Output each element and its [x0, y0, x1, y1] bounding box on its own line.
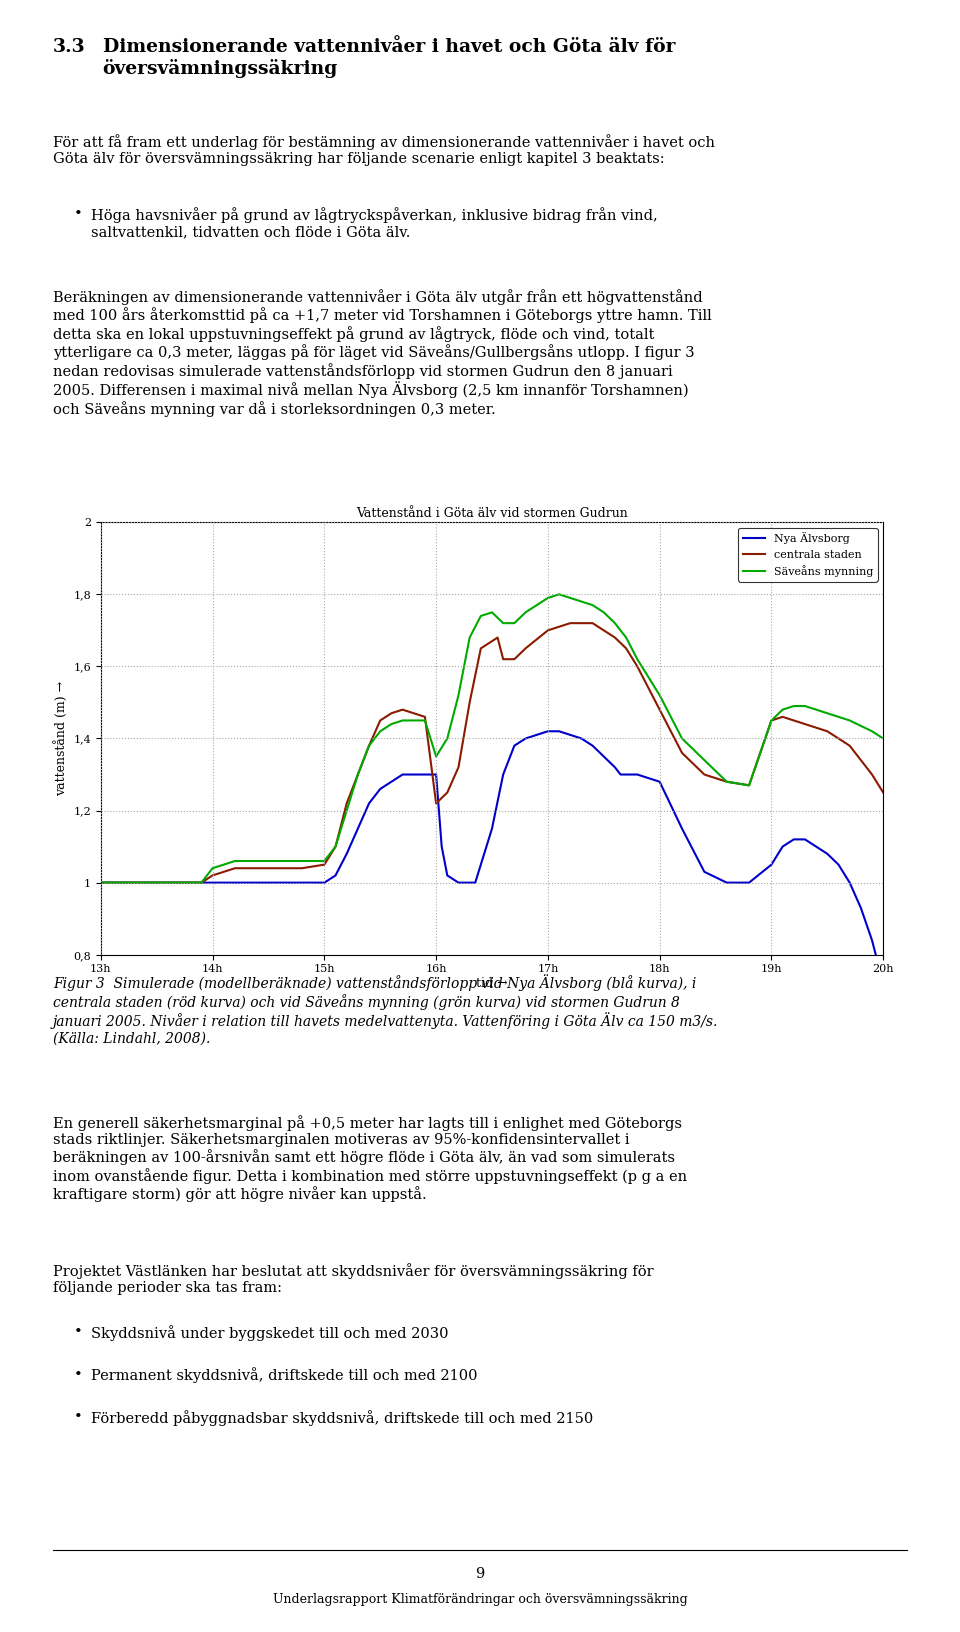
Säveåns mynning	[632, 650, 643, 669]
centrala staden	[553, 617, 564, 636]
Text: Permanent skyddsnivå, driftskede till och med 2100: Permanent skyddsnivå, driftskede till oc…	[91, 1368, 478, 1384]
centrala staden	[564, 614, 576, 633]
centrala staden	[475, 638, 487, 658]
Line: centrala staden: centrala staden	[101, 623, 883, 883]
Nya Älvsborg	[173, 873, 184, 893]
centrala staden	[822, 721, 833, 741]
centrala staden	[587, 614, 598, 633]
Title: Vattenstånd i Göta älv vid stormen Gudrun: Vattenstånd i Göta älv vid stormen Gudru…	[356, 506, 628, 519]
Säveåns mynning	[330, 837, 342, 857]
Text: •: •	[74, 1368, 83, 1382]
Text: •: •	[74, 1325, 83, 1340]
X-axis label: tid →: tid →	[476, 978, 508, 991]
Nya Älvsborg	[341, 844, 352, 863]
centrala staden	[196, 873, 207, 893]
Text: 3.3: 3.3	[53, 38, 85, 55]
Säveåns mynning	[553, 584, 564, 604]
Text: Förberedd påbyggnadsbar skyddsnivå, driftskede till och med 2150: Förberedd påbyggnadsbar skyddsnivå, drif…	[91, 1410, 593, 1426]
Y-axis label: vattenstånd (m) →: vattenstånd (m) →	[54, 681, 68, 796]
Nya Älvsborg	[542, 721, 554, 741]
Text: Skyddsnivå under byggskedet till och med 2030: Skyddsnivå under byggskedet till och med…	[91, 1325, 448, 1342]
centrala staden	[95, 873, 107, 893]
Nya Älvsborg	[107, 873, 118, 893]
Säveåns mynning	[374, 721, 386, 741]
Text: Projektet Västlänken har beslutat att skyddsnivåer för översvämningssäkring för
: Projektet Västlänken har beslutat att sk…	[53, 1263, 654, 1296]
Text: •: •	[74, 1410, 83, 1425]
Line: Säveåns mynning: Säveåns mynning	[101, 594, 883, 883]
Säveåns mynning	[95, 873, 107, 893]
Text: Höga havsnivåer på grund av lågtryckspåverkan, inklusive bidrag från vind,
saltv: Höga havsnivåer på grund av lågtryckspåv…	[91, 207, 658, 240]
Säveåns mynning	[866, 721, 877, 741]
Line: Nya Älvsborg: Nya Älvsborg	[101, 731, 883, 984]
Text: För att få fram ett underlag för bestämning av dimensionerande vattennivåer i ha: För att få fram ett underlag för bestämn…	[53, 134, 715, 166]
Text: Figur 3  Simulerade (modellberäknade) vattenståndsförlopp vid Nya Älvsborg (blå : Figur 3 Simulerade (modellberäknade) vat…	[53, 974, 718, 1046]
Legend: Nya Älvsborg, centrala staden, Säveåns mynning: Nya Älvsborg, centrala staden, Säveåns m…	[738, 527, 877, 581]
Text: Underlagsrapport Klimatförändringar och översvämningssäkring: Underlagsrapport Klimatförändringar och …	[273, 1593, 687, 1606]
Text: Beräkningen av dimensionerande vattennivåer i Göta älv utgår från ett högvattens: Beräkningen av dimensionerande vattenniv…	[53, 289, 711, 416]
centrala staden	[877, 783, 889, 803]
Text: En generell säkerhetsmarginal på +0,5 meter har lagts till i enlighet med Götebo: En generell säkerhetsmarginal på +0,5 me…	[53, 1115, 687, 1203]
Säveåns mynning	[386, 715, 397, 734]
Text: 9: 9	[475, 1567, 485, 1581]
Nya Älvsborg	[877, 974, 889, 994]
Text: •: •	[74, 207, 83, 222]
Säveåns mynning	[877, 728, 889, 747]
Text: Dimensionerande vattennivåer i havet och Göta älv för
översvämningssäkring: Dimensionerande vattennivåer i havet och…	[103, 38, 675, 78]
Nya Älvsborg	[509, 736, 520, 756]
Nya Älvsborg	[229, 873, 241, 893]
Nya Älvsborg	[654, 772, 665, 792]
Säveåns mynning	[598, 602, 610, 622]
Nya Älvsborg	[95, 873, 107, 893]
centrala staden	[408, 703, 420, 723]
